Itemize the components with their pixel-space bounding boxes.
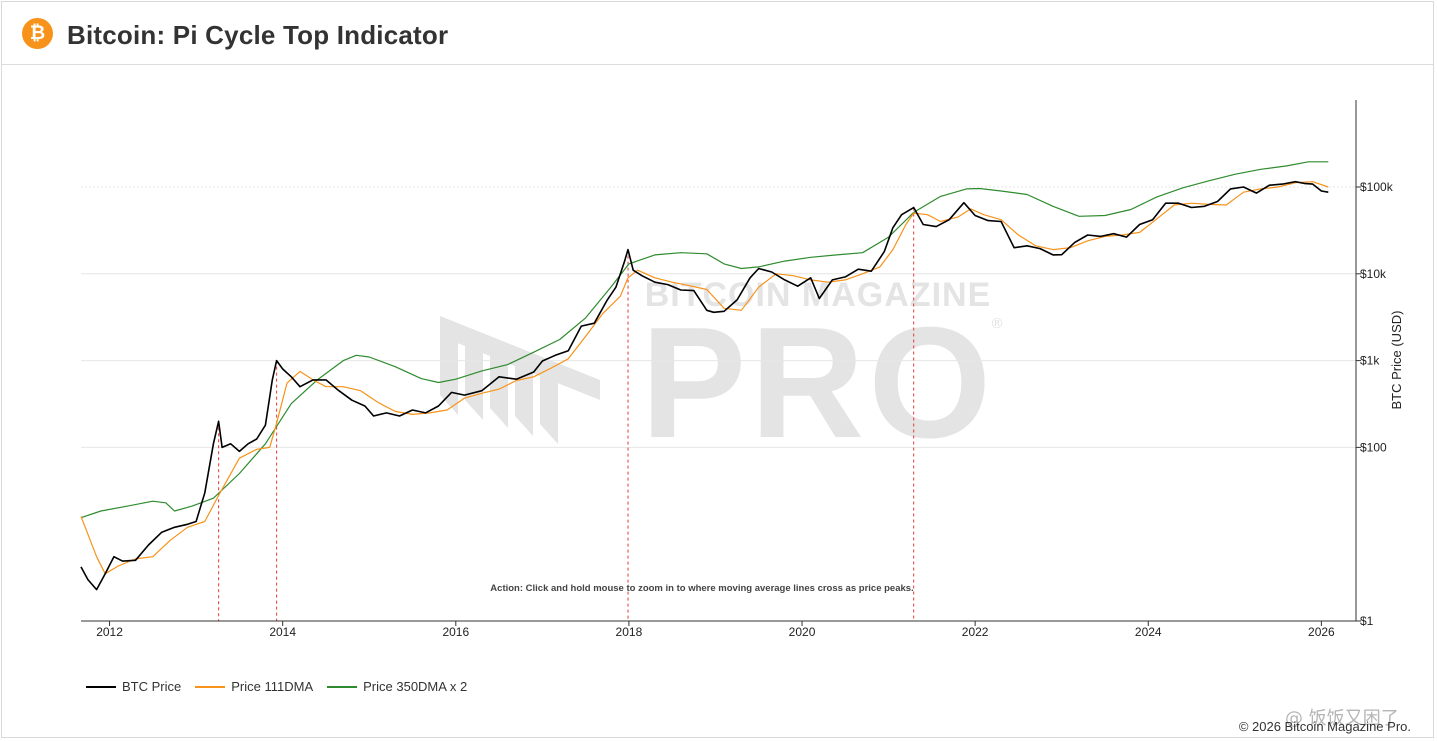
watermark-bar-2 — [490, 344, 508, 428]
zoom-hint: Action: Click and hold mouse to zoom in … — [490, 583, 913, 594]
watermark-bar-4 — [540, 368, 558, 444]
cross-event-lines — [218, 207, 915, 621]
watermark: BITCOIN MAGAZINE PRO ® — [440, 276, 1004, 471]
legend-swatch-350dma — [327, 685, 358, 688]
legend-label-111dma: Price 111DMA — [231, 679, 314, 694]
btc-price-line — [80, 180, 1329, 591]
bitcoin-logo-icon: ₿ — [22, 18, 53, 49]
page-title: Bitcoin: Pi Cycle Top Indicator — [67, 20, 449, 50]
grid — [81, 186, 1356, 448]
legend-item-350dma[interactable]: Price 350DMA x 2 — [327, 679, 467, 694]
x-tick-label: 2026 — [1308, 625, 1335, 639]
x-tick-label: 2022 — [962, 625, 989, 639]
legend: BTC Price Price 111DMA Price 350DMA x 2 — [86, 679, 467, 694]
dma350x2-line — [80, 161, 1329, 519]
legend-item-btc-price[interactable]: BTC Price — [86, 679, 181, 694]
y-tick-label: $100 — [1360, 440, 1387, 454]
legend-item-111dma[interactable]: Price 111DMA — [195, 679, 313, 694]
y-tick-label: $1k — [1360, 354, 1380, 368]
copyright: © 2026 Bitcoin Magazine Pro. — [1238, 719, 1411, 734]
legend-label-btc-price: BTC Price — [122, 679, 182, 694]
watermark-bar-1 — [465, 332, 483, 420]
watermark-pro: PRO — [641, 295, 995, 471]
y-tick-label: $100k — [1360, 180, 1394, 194]
x-tick-label: 2012 — [96, 625, 123, 639]
watermark-bars-icon — [440, 316, 600, 444]
corner-watermark: @ 饭饭又困了 — [1285, 708, 1399, 729]
watermark-bar-0 — [440, 320, 458, 415]
dma111-line — [80, 181, 1329, 575]
watermark-slash — [440, 316, 600, 400]
y-tick-label: $1 — [1360, 614, 1374, 628]
legend-swatch-btc-price — [86, 685, 116, 688]
x-tick-label: 2020 — [789, 625, 816, 639]
x-tick-label: 2016 — [442, 625, 469, 639]
header: ₿ Bitcoin: Pi Cycle Top Indicator — [2, 2, 1433, 65]
y-axis-title: BTC Price (USD) — [1389, 311, 1404, 410]
x-tick-label: 2014 — [269, 625, 296, 639]
legend-label-350dma: Price 350DMA x 2 — [363, 679, 468, 694]
watermark-bar-3 — [515, 356, 533, 436]
x-tick-label: 2024 — [1135, 625, 1162, 639]
legend-swatch-111dma — [195, 685, 226, 688]
x-tick-label: 2018 — [616, 625, 643, 639]
series-lines — [80, 161, 1329, 591]
axes: $1 $100 $1k $10k $100k 2012 2014 2016 2018 2020 20… — [81, 100, 1404, 639]
y-tick-label: $10k — [1360, 267, 1387, 281]
watermark-registered-icon: ® — [990, 316, 1004, 332]
